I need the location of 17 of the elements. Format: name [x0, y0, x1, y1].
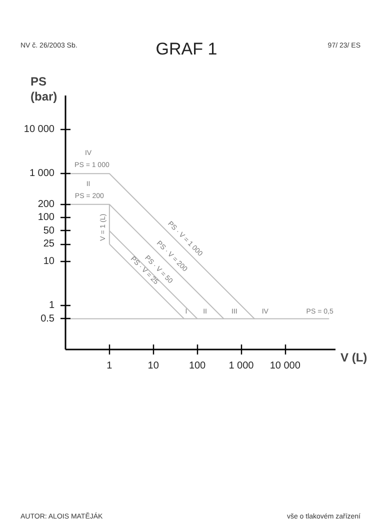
x-tick-label: 10 — [148, 360, 160, 372]
x-tick-label: 100 — [188, 360, 206, 372]
y-tick-label: 10 — [43, 256, 55, 268]
x-tick-label: 10 000 — [270, 360, 301, 372]
x-tick-label: 1 — [106, 360, 113, 372]
y-tick-label: 50 — [43, 225, 55, 236]
y-tick-label: 100 — [38, 212, 55, 224]
y-tick-label: 25 — [43, 238, 55, 250]
y-axis-title: PS (bar) — [30, 74, 58, 104]
y-tick-label: 1 — [48, 300, 55, 312]
chart-title: GRAF 1 — [156, 40, 218, 58]
x-tick-label: 1 000 — [228, 360, 254, 372]
y-tick-label: 1 000 — [29, 168, 55, 180]
y-tick-label: 10 000 — [24, 124, 55, 136]
y-tick-label: 0.5 — [40, 313, 55, 324]
y-tick-label: 200 — [38, 198, 55, 210]
x-axis-title: V (L) — [340, 350, 368, 364]
